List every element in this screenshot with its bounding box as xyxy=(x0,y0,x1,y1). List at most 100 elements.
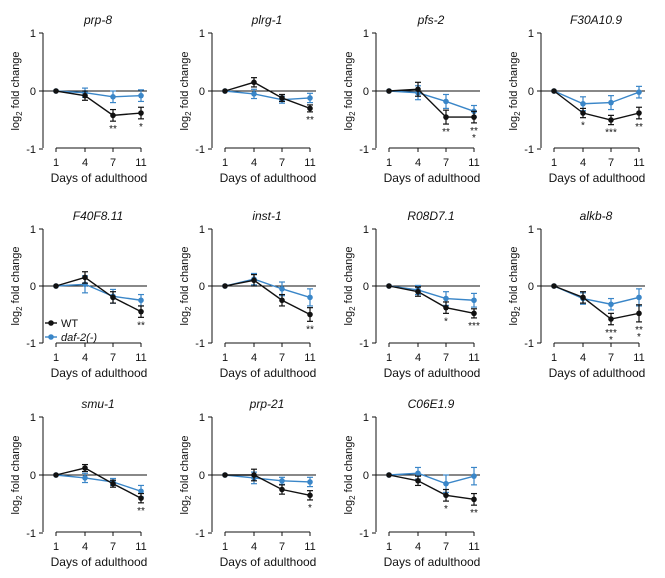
x-tick-label: 7 xyxy=(110,157,116,169)
y-label-log: log xyxy=(10,116,22,131)
y-label-suffix: fold change xyxy=(10,51,22,111)
data-point-daf2 xyxy=(471,297,477,304)
data-point-wt xyxy=(251,79,257,86)
y-label-subscript: 2 xyxy=(15,111,24,116)
x-tick-label: 11 xyxy=(468,541,479,553)
series-line-wt xyxy=(388,285,475,315)
x-tick-label: 11 xyxy=(468,157,479,169)
legend-swatch-dot xyxy=(48,334,54,340)
y-label-log: log xyxy=(179,116,191,131)
series-line-daf2 xyxy=(553,285,640,305)
y-label-subscript: 2 xyxy=(184,111,193,116)
data-point-wt xyxy=(471,114,477,120)
data-point-wt xyxy=(608,316,614,322)
data-point-wt xyxy=(636,310,642,317)
y-label-log: log xyxy=(508,311,520,326)
data-point-daf2 xyxy=(138,488,144,495)
chart-title: F40F8.11 xyxy=(73,209,123,223)
x-tick-label: 7 xyxy=(110,541,116,553)
data-point-wt xyxy=(471,310,477,317)
data-point-wt xyxy=(443,304,449,311)
legend-label: daf-2(-) xyxy=(61,332,97,344)
significance-marker: *** xyxy=(468,321,480,332)
y-tick-label: -1 xyxy=(195,144,205,156)
data-point-daf2 xyxy=(138,92,144,99)
data-point-wt xyxy=(138,308,144,315)
data-point-wt xyxy=(608,117,614,123)
x-axis-label: Days of adulthood xyxy=(384,366,481,380)
significance-marker: ** xyxy=(635,122,643,133)
legend-swatch-dot xyxy=(48,320,54,326)
legend-label: WT xyxy=(61,318,78,330)
x-tick-label: 4 xyxy=(415,541,421,553)
y-tick-label: 1 xyxy=(528,224,534,236)
data-point-wt xyxy=(53,88,59,94)
x-tick-label: 7 xyxy=(279,541,285,553)
series-line-daf2 xyxy=(55,90,142,98)
x-tick-label: 1 xyxy=(386,541,392,553)
y-axis-label: log2 fold change xyxy=(179,51,193,130)
x-tick-label: 4 xyxy=(82,352,88,364)
y-axis-label: log2 fold change xyxy=(179,246,193,325)
chart-title: smu-1 xyxy=(81,397,114,411)
series-line-daf2 xyxy=(224,90,311,101)
data-point-wt xyxy=(279,95,285,101)
y-tick-label: 1 xyxy=(363,412,369,424)
y-tick-label: 0 xyxy=(199,470,205,482)
series-line-daf2 xyxy=(388,472,475,485)
data-point-wt xyxy=(251,472,257,478)
series-line-daf2 xyxy=(553,90,640,105)
y-label-subscript: 2 xyxy=(513,306,522,311)
data-point-daf2 xyxy=(307,479,313,485)
data-point-wt xyxy=(636,110,642,116)
data-point-daf2 xyxy=(279,478,285,484)
series-line-wt xyxy=(224,279,311,316)
y-label-log: log xyxy=(10,500,22,515)
data-point-wt xyxy=(443,492,449,499)
y-label-subscript: 2 xyxy=(348,495,357,500)
data-point-daf2 xyxy=(471,473,477,479)
significance-marker: ** xyxy=(442,127,450,138)
y-label-suffix: fold change xyxy=(10,435,22,495)
data-point-wt xyxy=(386,472,392,478)
y-tick-label: 1 xyxy=(199,28,205,40)
y-label-suffix: fold change xyxy=(179,435,191,495)
data-point-wt xyxy=(279,297,285,304)
data-point-wt xyxy=(138,110,144,116)
data-point-daf2 xyxy=(636,89,642,95)
x-tick-label: 1 xyxy=(53,157,59,169)
data-point-wt xyxy=(82,92,88,99)
y-tick-label: 0 xyxy=(363,86,369,98)
x-tick-label: 1 xyxy=(222,541,228,553)
y-tick-label: 0 xyxy=(199,86,205,98)
y-tick-label: 1 xyxy=(528,28,534,40)
significance-marker: * xyxy=(444,316,448,327)
x-axis-label: Days of adulthood xyxy=(51,555,148,569)
x-tick-label: 7 xyxy=(443,352,449,364)
x-tick-label: 1 xyxy=(53,352,59,364)
y-tick-label: 0 xyxy=(363,281,369,293)
y-label-subscript: 2 xyxy=(348,111,357,116)
y-label-log: log xyxy=(10,311,22,326)
significance-marker: ** xyxy=(306,115,314,126)
data-point-wt xyxy=(110,480,116,487)
significance-marker: * xyxy=(444,504,448,515)
y-label-subscript: 2 xyxy=(184,495,193,500)
y-axis-label: log2 fold change xyxy=(10,246,24,325)
x-tick-label: 4 xyxy=(82,157,88,169)
x-tick-label: 4 xyxy=(415,157,421,169)
x-axis-label: Days of adulthood xyxy=(220,171,317,185)
y-tick-label: 1 xyxy=(363,224,369,236)
significance-marker: ** xyxy=(137,320,145,331)
series-line-wt xyxy=(553,285,640,320)
data-point-wt xyxy=(307,311,313,318)
x-tick-label: 4 xyxy=(82,541,88,553)
series-line-daf2 xyxy=(55,283,142,301)
data-point-wt xyxy=(222,472,228,478)
y-tick-label: 0 xyxy=(199,281,205,293)
significance-marker: ** xyxy=(470,126,478,137)
data-point-daf2 xyxy=(307,294,313,301)
series-line-wt xyxy=(224,81,311,110)
